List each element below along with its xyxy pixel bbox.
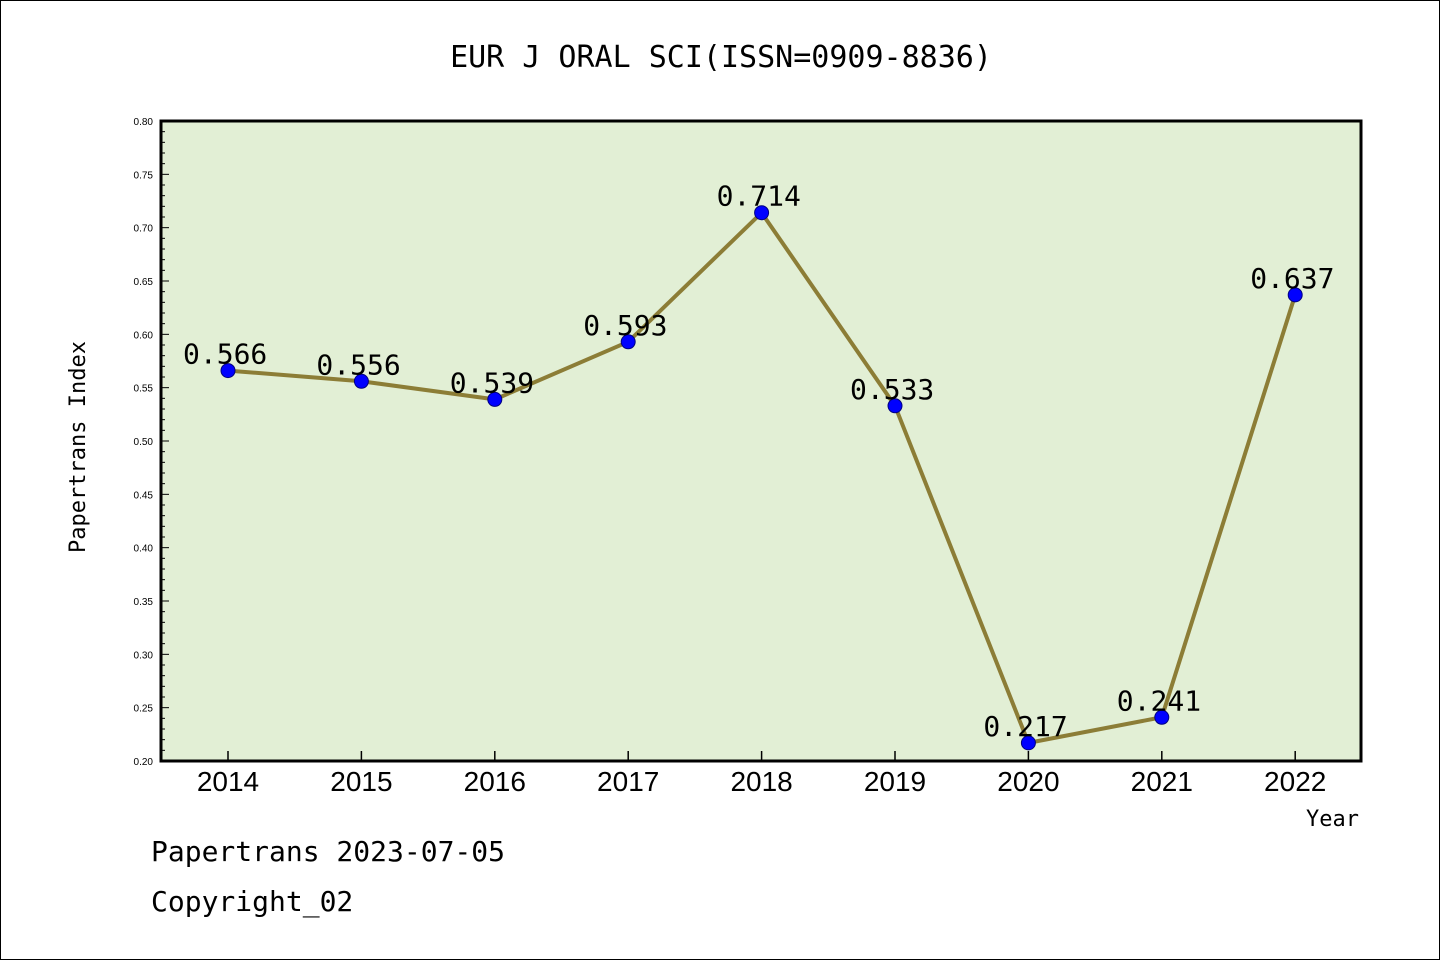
x-tick-label: 2022 (1264, 766, 1326, 797)
x-axis-label: Year (1306, 807, 1359, 832)
data-point (754, 205, 770, 221)
data-label: 0.241 (1117, 684, 1201, 717)
x-tick-label: 2021 (1131, 766, 1193, 797)
plot-area (159, 119, 1363, 763)
y-axis: 0.20 0.25 0.30 0.35 0.40 0.45 0.50 0.55 0.60 0.65… (134, 117, 169, 768)
x-tick-label: 2014 (197, 766, 259, 797)
y-axis-label: Papertrans Index (66, 341, 91, 553)
y-tick-label: 0.55 (134, 384, 154, 395)
y-tick-label: 0.30 (134, 650, 154, 661)
data-point (487, 391, 503, 407)
data-label: 0.556 (316, 348, 400, 381)
y-tick-label: 0.65 (134, 277, 154, 288)
x-tick-label: 2018 (730, 766, 792, 797)
x-tick-label: 2015 (330, 766, 392, 797)
data-point (1020, 735, 1036, 751)
y-tick-label: 0.50 (134, 437, 154, 448)
data-label: 0.533 (850, 373, 934, 406)
data-point (620, 334, 636, 350)
footer-copyright: Copyright_02 (151, 885, 354, 918)
data-point (353, 373, 369, 389)
y-tick-label: 0.80 (134, 117, 154, 128)
data-label: 0.217 (983, 710, 1067, 743)
x-tick-label: 2020 (997, 766, 1059, 797)
x-axis: 2014 2015 2016 2017 2018 2019 2020 2021 2022 (197, 751, 1326, 797)
data-point (887, 398, 903, 414)
y-tick-label: 0.75 (134, 170, 154, 181)
y-tick-label: 0.35 (134, 597, 154, 608)
y-tick-label: 0.45 (134, 490, 154, 501)
data-point (1287, 287, 1303, 303)
data-point (220, 363, 236, 379)
data-label: 0.637 (1250, 262, 1334, 295)
x-tick-label: 2019 (864, 766, 926, 797)
data-point (1154, 709, 1170, 725)
y-tick-label: 0.60 (134, 330, 154, 341)
y-tick-label: 0.70 (134, 224, 154, 235)
y-tick-label: 0.20 (134, 757, 154, 768)
y-tick-label: 0.25 (134, 704, 154, 715)
data-labels: 0.566 0.556 0.539 0.593 0.714 0.533 0.217 0.241… (183, 180, 1334, 743)
data-label: 0.714 (717, 180, 801, 213)
x-tick-label: 2016 (464, 766, 526, 797)
data-series (220, 205, 1303, 751)
data-label: 0.593 (583, 309, 667, 342)
x-tick-label: 2017 (597, 766, 659, 797)
data-label: 0.566 (183, 338, 267, 371)
y-tick-label: 0.40 (134, 544, 154, 555)
chart-title: EUR J ORAL SCI(ISSN=0909-8836) (450, 40, 992, 75)
data-label: 0.539 (450, 366, 534, 399)
footer-date: Papertrans 2023-07-05 (151, 835, 506, 868)
